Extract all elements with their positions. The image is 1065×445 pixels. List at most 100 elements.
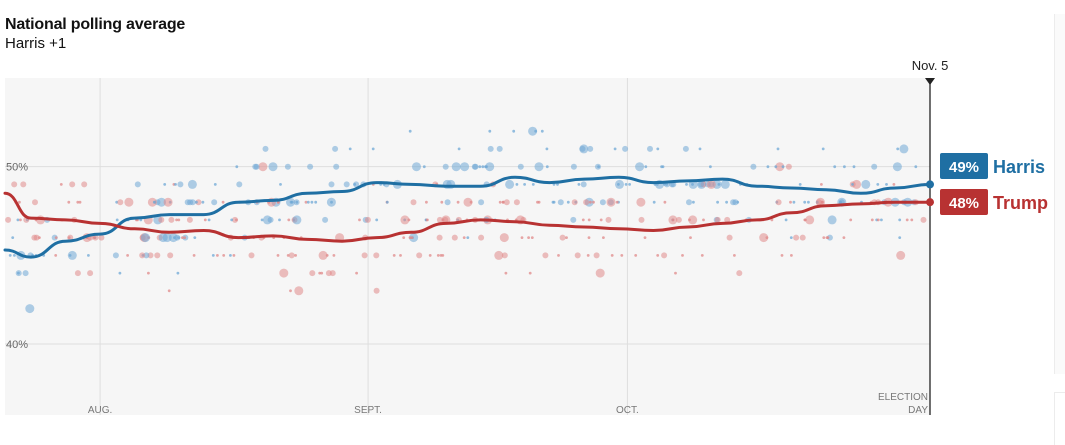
poll-dot — [620, 254, 624, 257]
poll-dot — [774, 165, 778, 169]
poll-dot — [361, 252, 368, 259]
poll-dot — [498, 200, 502, 204]
poll-dot — [663, 200, 667, 204]
poll-dot — [488, 129, 492, 133]
poll-dot — [644, 165, 648, 169]
poll-dot — [20, 181, 27, 188]
poll-dot — [815, 199, 822, 206]
poll-dot — [328, 181, 335, 188]
poll-dot — [534, 162, 544, 172]
leader-label: Harris +1 — [5, 35, 67, 52]
poll-dot — [843, 165, 846, 169]
poll-dot — [292, 215, 302, 225]
poll-dot — [176, 271, 180, 275]
x-tick-label: OCT. — [616, 405, 639, 416]
poll-dot — [661, 252, 668, 259]
poll-dot — [201, 200, 205, 204]
poll-dot — [152, 200, 156, 204]
poll-dot — [798, 183, 802, 186]
poll-dot — [248, 252, 255, 259]
poll-dot — [579, 145, 586, 152]
poll-dot — [775, 199, 782, 206]
poll-dot — [634, 254, 638, 257]
poll-dot — [31, 234, 38, 241]
poll-dot — [736, 200, 740, 204]
poll-dot — [709, 165, 712, 169]
poll-dot — [203, 218, 207, 222]
poll-dot — [440, 200, 444, 204]
poll-dot — [876, 218, 880, 222]
poll-dot — [183, 236, 187, 240]
poll-dot — [32, 199, 38, 206]
poll-dot — [81, 181, 88, 188]
poll-dot — [115, 218, 119, 222]
poll-dot — [162, 233, 172, 243]
poll-dot — [286, 254, 290, 257]
poll-dot — [656, 254, 660, 257]
poll-dot — [117, 199, 124, 206]
poll-dot — [451, 162, 461, 172]
poll-dot — [478, 199, 485, 206]
poll-dot — [402, 236, 406, 240]
poll-dot — [373, 252, 380, 259]
poll-dot — [499, 233, 509, 243]
axis-labels: 50% 40% AUG. SEPT. OCT. ELECTION DAY Nov. 5 — [6, 58, 948, 416]
poll-dot — [16, 218, 20, 222]
poll-dot — [87, 270, 94, 277]
poll-dot — [545, 147, 549, 151]
poll-dot — [789, 200, 792, 204]
poll-dot — [373, 287, 380, 294]
poll-dot — [211, 254, 215, 257]
poll-dot — [638, 216, 645, 223]
poll-dot — [207, 218, 211, 222]
poll-dot — [87, 254, 90, 257]
poll-dot — [408, 129, 412, 133]
poll-dot — [92, 236, 96, 240]
poll-dot — [692, 200, 695, 204]
poll-dot — [615, 200, 619, 204]
poll-dot — [870, 218, 874, 222]
poll-dot — [460, 162, 470, 172]
poll-dot — [557, 199, 564, 206]
poll-dot — [698, 147, 702, 151]
poll-dot — [776, 147, 780, 151]
poll-dot — [364, 216, 371, 223]
poll-dot — [717, 183, 721, 186]
poll-dot — [478, 234, 485, 241]
poll-dot — [78, 200, 82, 204]
poll-dot — [332, 254, 336, 257]
poll-dot — [235, 165, 239, 169]
poll-dot — [425, 200, 428, 204]
poll-dot — [724, 216, 731, 223]
poll-dot — [163, 183, 167, 186]
poll-dot — [686, 199, 692, 206]
poll-dot — [597, 165, 600, 169]
poll-dot — [559, 234, 566, 241]
poll-dot — [565, 236, 568, 240]
poll-dot — [793, 234, 800, 241]
poll-dot — [428, 254, 432, 257]
poll-dot — [536, 200, 539, 204]
poll-dot — [17, 271, 20, 275]
poll-dot — [517, 163, 524, 170]
poll-dot — [799, 234, 806, 241]
poll-dot — [134, 181, 141, 188]
poll-dot — [581, 218, 585, 222]
poll-dot — [112, 252, 119, 259]
poll-dot — [792, 200, 796, 204]
poll-dot — [253, 163, 260, 170]
poll-dot — [789, 236, 793, 240]
poll-dot — [822, 236, 826, 240]
poll-dot — [610, 254, 614, 257]
poll-dot — [593, 252, 600, 259]
poll-dot — [195, 200, 198, 204]
poll-dot — [54, 254, 58, 257]
poll-dot — [195, 199, 202, 206]
poll-dot — [839, 200, 842, 204]
poll-dot — [193, 236, 197, 240]
poll-dot — [268, 162, 278, 172]
poll-dot — [478, 165, 482, 169]
poll-dot — [759, 233, 769, 243]
poll-dot — [143, 252, 150, 259]
poll-dot — [827, 215, 837, 225]
